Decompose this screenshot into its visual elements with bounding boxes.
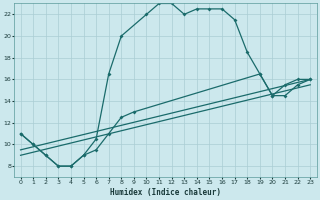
X-axis label: Humidex (Indice chaleur): Humidex (Indice chaleur) [110, 188, 221, 197]
